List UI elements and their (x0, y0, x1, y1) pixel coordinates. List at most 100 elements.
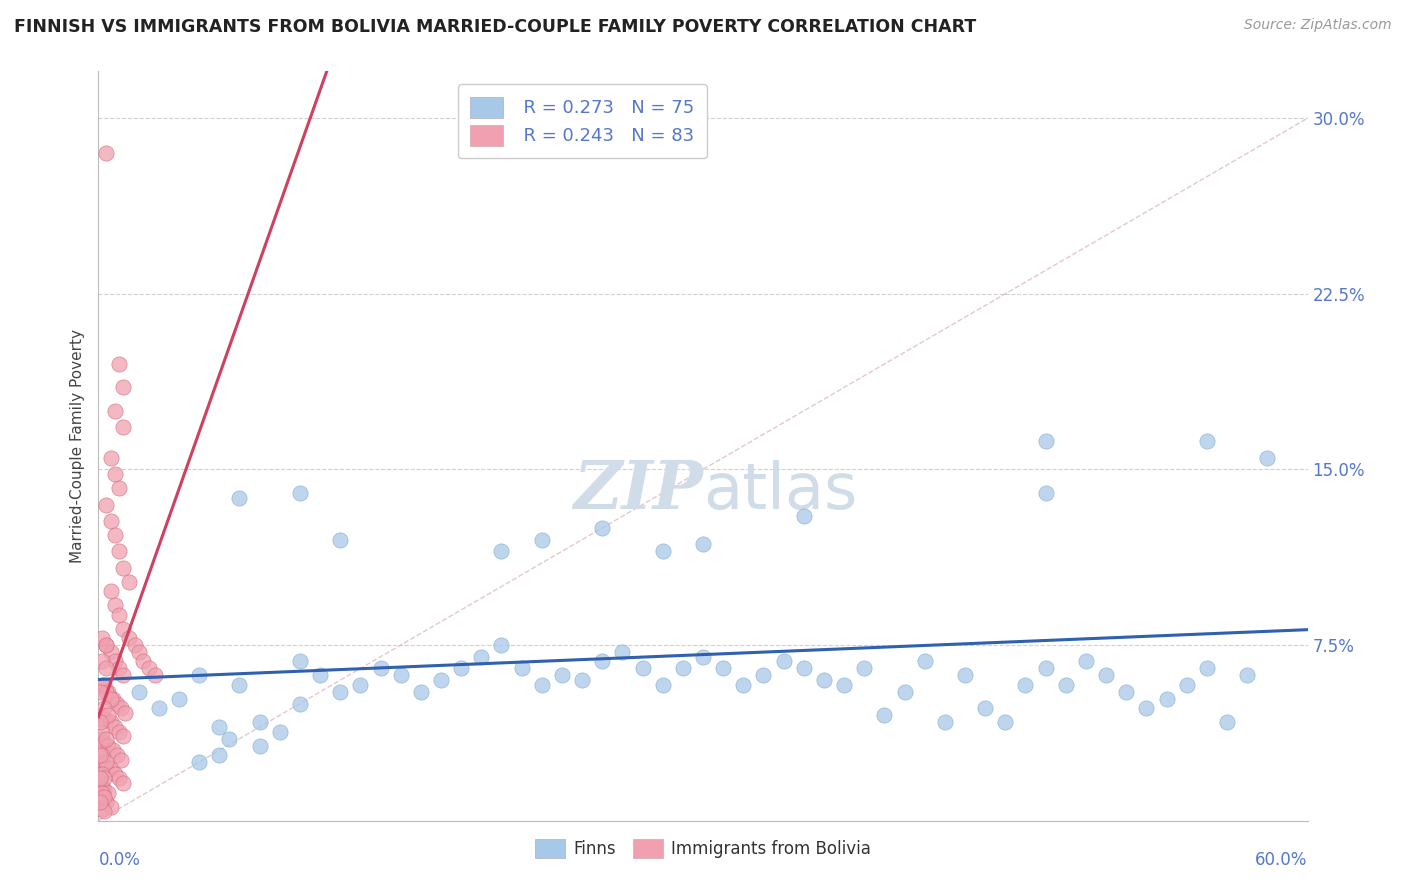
Point (103, 720, 125, 734)
Point (105, 747, 128, 762)
Point (510, 661, 533, 675)
Point (148, 701, 170, 715)
Point (1195, 661, 1218, 675)
Point (349, 678, 371, 692)
Point (97, 685, 120, 699)
Point (96, 498, 118, 512)
Point (100, 762, 122, 776)
Point (111, 730, 134, 744)
Point (138, 661, 160, 675)
Point (1035, 661, 1057, 675)
Point (91, 779, 114, 793)
Point (953, 668, 976, 682)
Point (128, 685, 150, 699)
Point (93, 678, 115, 692)
Point (530, 533, 553, 547)
Text: ZIP: ZIP (574, 458, 703, 524)
Point (96, 795, 118, 809)
Point (793, 661, 815, 675)
Point (409, 685, 432, 699)
Point (107, 357, 129, 371)
Point (591, 655, 613, 669)
Point (124, 638, 146, 652)
Point (111, 561, 134, 575)
Point (89, 715, 111, 730)
Point (288, 485, 311, 500)
Point (96, 755, 118, 769)
Point (91, 786, 114, 800)
Point (103, 599, 125, 613)
Legend: Finns, Immigrants from Bolivia: Finns, Immigrants from Bolivia (529, 832, 877, 864)
Point (208, 720, 231, 734)
Point (288, 697, 311, 711)
Point (450, 661, 472, 675)
Point (491, 638, 513, 652)
Point (91, 724, 114, 739)
Point (167, 692, 190, 706)
Point (89, 685, 111, 699)
Text: Source: ZipAtlas.com: Source: ZipAtlas.com (1244, 18, 1392, 32)
Point (893, 685, 915, 699)
Point (1035, 434, 1057, 449)
Point (107, 481, 129, 495)
Point (105, 697, 128, 711)
Point (91, 678, 114, 692)
Point (1074, 655, 1097, 669)
Point (91, 631, 114, 645)
Point (96, 661, 118, 675)
Point (103, 404, 125, 418)
Point (832, 678, 855, 692)
Point (370, 661, 392, 675)
Point (1014, 678, 1036, 692)
Point (1236, 668, 1258, 682)
Point (793, 509, 815, 524)
Text: 60.0%: 60.0% (1256, 851, 1308, 869)
Point (93, 701, 115, 715)
Point (114, 706, 136, 720)
Point (93, 790, 115, 805)
Point (96, 146, 118, 161)
Point (91, 767, 114, 781)
Point (188, 668, 211, 682)
Point (1156, 692, 1178, 706)
Point (103, 655, 125, 669)
Point (107, 661, 129, 675)
Point (813, 673, 835, 688)
Point (571, 673, 593, 688)
Point (692, 537, 714, 551)
Point (143, 668, 166, 682)
Point (249, 715, 271, 730)
Point (249, 739, 271, 753)
Y-axis label: Married-Couple Family Poverty: Married-Couple Family Poverty (69, 329, 84, 563)
Point (672, 661, 695, 675)
Point (530, 678, 553, 692)
Point (100, 799, 122, 814)
Point (853, 661, 876, 675)
Point (551, 668, 574, 682)
Point (591, 521, 613, 535)
Point (93, 736, 115, 750)
Point (97, 708, 120, 723)
Point (100, 514, 122, 528)
Point (89, 795, 111, 809)
Point (96, 713, 118, 727)
Point (107, 544, 129, 558)
Point (1035, 485, 1057, 500)
Point (994, 715, 1017, 730)
Point (101, 743, 124, 757)
Point (111, 420, 134, 434)
Point (91, 790, 114, 805)
Point (208, 747, 231, 762)
Point (974, 701, 997, 715)
Point (111, 380, 134, 394)
Text: 0.0%: 0.0% (98, 851, 141, 869)
Point (118, 631, 141, 645)
Point (91, 755, 114, 769)
Point (1216, 715, 1239, 730)
Point (934, 715, 956, 730)
Point (91, 655, 114, 669)
Point (1135, 701, 1157, 715)
Point (470, 649, 492, 664)
Point (711, 661, 734, 675)
Point (228, 491, 250, 505)
